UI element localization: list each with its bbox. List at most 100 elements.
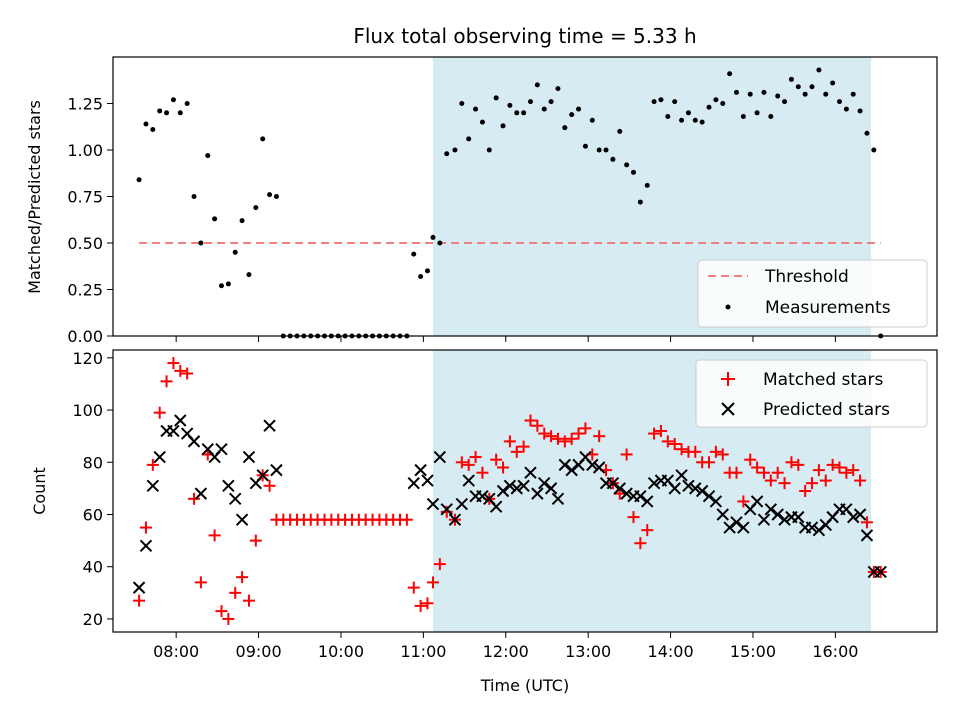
matched-star-point-100: [819, 474, 832, 487]
top-y-tick-label-0: 0.00: [67, 327, 103, 346]
measurement-point-54: [507, 102, 513, 108]
measurement-point-43: [430, 234, 436, 240]
bottom-y-tick-label-0: 20: [83, 610, 103, 629]
chart-title: Flux total observing time = 5.33 h: [353, 24, 696, 48]
measurement-point-11: [212, 216, 218, 222]
measurement-point-67: [596, 147, 602, 153]
x-tick-label-5: 13:00: [565, 642, 611, 661]
matched-star-point-7: [181, 367, 194, 380]
predicted-star-point-37: [517, 479, 530, 492]
predicted-star-point-80: [812, 523, 826, 537]
predicted-star-point-52: [620, 487, 633, 500]
measurement-point-19: [267, 192, 273, 198]
matched-star-point-84: [709, 445, 722, 458]
measurement-point-61: [555, 86, 561, 92]
bottom-panel-y-ticks: 20 40 60 80 100 120: [72, 349, 113, 629]
measurement-point-63: [569, 112, 575, 118]
top-panel: 0.00 0.25 0.50 0.75 1.00 1.25 Matched/Predict…: [25, 56, 938, 346]
bottom-y-tick-label-3: 80: [83, 453, 103, 472]
measurement-point-10: [205, 153, 211, 159]
matched-star-point-95: [785, 456, 798, 469]
measurement-point-0: [136, 177, 142, 183]
measurement-point-4: [164, 110, 170, 116]
predicted-star-point-35: [503, 479, 517, 492]
matched-star-point-61: [551, 432, 564, 445]
predicted-star-point-39: [531, 487, 544, 500]
predicted-star-point-33: [489, 500, 503, 513]
measurement-point-70: [617, 128, 623, 134]
bottom-panel: 20 40 60 80 100 120 08:00 09:00 10:00 11:00 12:00…: [30, 349, 938, 695]
predicted-star-point-13: [222, 479, 235, 492]
top-legend-box: [697, 259, 928, 328]
matched-star-point-65: [579, 422, 592, 435]
matched-star-point-104: [847, 464, 860, 477]
measurement-point-84: [713, 97, 719, 103]
matched-star-point-96: [792, 458, 805, 471]
measurement-point-49: [473, 106, 479, 112]
matched-star-point-11: [208, 529, 221, 542]
measurement-point-82: [699, 119, 705, 125]
x-tick-label-1: 09:00: [236, 642, 282, 661]
matched-star-point-14: [229, 586, 242, 599]
matched-star-point-81: [689, 445, 702, 458]
measurement-point-9: [198, 240, 204, 246]
matched-star-point-94: [778, 477, 791, 490]
predicted-star-point-14: [229, 492, 242, 506]
measurement-point-8: [191, 194, 197, 199]
measurement-point-72: [630, 169, 636, 175]
measurement-point-42: [424, 268, 430, 274]
matched-star-point-78: [668, 438, 681, 450]
measurement-point-107: [871, 147, 877, 153]
predicted-star-point-26: [440, 503, 453, 516]
measurement-point-51: [486, 147, 492, 153]
matched-star-point-19: [263, 479, 276, 492]
matched-star-point-101: [826, 458, 839, 471]
legend-predicted-swatch: [721, 402, 735, 416]
predicted-star-point-51: [613, 482, 626, 495]
predicted-star-point-79: [805, 521, 819, 534]
measurement-point-48: [466, 136, 472, 142]
predicted-star-point-85: [847, 510, 860, 524]
predicted-star-point-89: [874, 565, 887, 579]
matched-star-point-16: [242, 594, 255, 607]
matched-star-point-48: [462, 458, 475, 471]
predicted-star-point-25: [433, 450, 447, 464]
measurement-point-88: [740, 114, 746, 120]
predicted-star-point-0: [132, 581, 146, 594]
measurement-point-44: [437, 240, 443, 246]
predicted-star-point-47: [586, 458, 599, 472]
bottom-panel-x-ticks: 08:00 09:00 10:00 11:00 12:00 13:00 14:00 15:00…: [153, 632, 858, 661]
measurement-point-64: [576, 106, 582, 112]
bottom-y-tick-label-1: 40: [83, 558, 103, 577]
measurement-point-16: [246, 272, 252, 278]
matched-star-point-67: [593, 430, 606, 443]
matched-star-point-9: [194, 576, 207, 589]
x-tick-label-8: 16:00: [812, 642, 858, 661]
predicted-star-point-1: [139, 539, 153, 553]
predicted-star-point-21: [407, 476, 420, 490]
matched-star-point-97: [799, 485, 812, 497]
matched-star-point-77: [661, 435, 674, 448]
predicted-star-point-74: [771, 508, 784, 521]
matched-star-point-17: [249, 534, 262, 547]
measurement-point-18: [260, 136, 266, 142]
predicted-star-point-50: [606, 476, 620, 490]
predicted-star-point-31: [476, 490, 489, 503]
measurement-point-12: [218, 283, 224, 289]
matched-star-point-85: [716, 448, 729, 461]
measurement-point-93: [775, 93, 781, 99]
bottom-panel-legend: Matched stars Predicted stars: [695, 359, 928, 428]
predicted-stars-points: [132, 414, 887, 594]
predicted-star-point-86: [853, 508, 867, 521]
predicted-star-point-66: [716, 508, 729, 521]
matched-star-point-83: [703, 456, 716, 469]
predicted-star-point-69: [737, 521, 750, 534]
top-panel-frame: [112, 56, 938, 337]
matched-star-point-43: [426, 576, 439, 589]
measurement-point-46: [452, 147, 458, 153]
top-y-tick-label-3: 0.75: [67, 188, 103, 207]
measurement-point-77: [665, 114, 671, 120]
legend-measurements-label: Measurements: [765, 298, 891, 318]
measurement-point-95: [788, 76, 794, 82]
